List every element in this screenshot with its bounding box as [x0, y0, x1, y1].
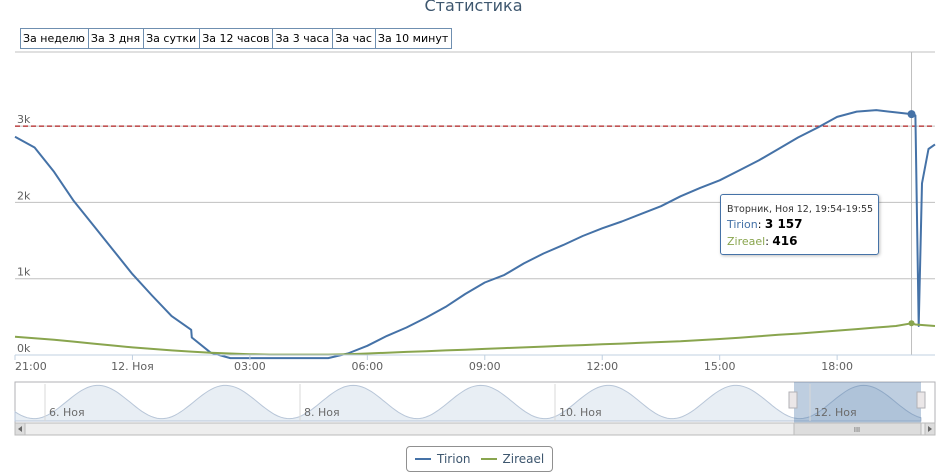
tooltip-series-name: Tirion — [727, 218, 758, 231]
series-lines — [14, 109, 936, 360]
x-tick-label: 03:00 — [234, 360, 266, 373]
hover-markers — [907, 110, 916, 327]
legend-label: Zireael — [502, 452, 545, 466]
navigator-date-label: 10. Ноя — [559, 406, 602, 419]
x-tick-label: 06:00 — [351, 360, 383, 373]
scrollbar-grip-icon: III — [854, 426, 860, 434]
tooltip-header: Вторник, Ноя 12, 19:54-19:55 — [727, 204, 874, 215]
series-line-zireael — [14, 322, 936, 356]
navigator-handle-right[interactable] — [916, 391, 926, 409]
y-axis-ticks: 0k 1k 2k 3k — [17, 113, 31, 355]
legend-label: Tirion — [437, 452, 471, 466]
y-tick-label: 3k — [17, 113, 31, 126]
y-tick-label: 1k — [17, 266, 31, 279]
navigator-selection[interactable] — [794, 382, 921, 424]
y-tick-label: 0k — [17, 342, 31, 355]
range-button-12hours[interactable]: За 12 часов — [200, 29, 274, 48]
tooltip: Вторник, Ноя 12, 19:54-19:55 Tirion: 3 1… — [720, 194, 879, 255]
chevron-right-icon — [928, 426, 932, 432]
x-tick-label: 21:00 — [15, 360, 47, 373]
x-tick-label: 09:00 — [469, 360, 501, 373]
tooltip-row-zireael: Zireael: 416 — [727, 234, 798, 248]
x-axis-ticks: 21:00 12. Ноя 03:00 06:00 09:00 12:00 15:00 18:… — [14, 354, 935, 373]
range-button-week[interactable]: За неделю — [21, 29, 89, 48]
navigator-handle-left[interactable] — [788, 391, 798, 409]
scrollbar-thumb[interactable] — [793, 422, 922, 436]
y-tick-label: 2k — [17, 189, 31, 202]
chart-title: Статистика — [424, 0, 523, 15]
chevron-left-icon — [18, 426, 22, 432]
hover-marker-zireael — [908, 320, 915, 327]
navigator-frame — [14, 381, 936, 425]
tooltip-row-tirion: Tirion: 3 157 — [727, 217, 803, 231]
navigator-series-area — [14, 384, 922, 422]
legend-swatch — [480, 458, 497, 460]
navigator-date-label: 12. Ноя — [814, 406, 857, 419]
range-button-day[interactable]: За сутки — [144, 29, 201, 48]
series-line-tirion — [14, 109, 936, 360]
x-tick-label: 12. Ноя — [111, 360, 154, 373]
legend-item-zireael[interactable]: Zireael — [480, 452, 545, 466]
legend: Tirion Zireael — [406, 446, 554, 472]
x-tick-label: 18:00 — [821, 360, 853, 373]
range-button-hour[interactable]: За час — [333, 29, 376, 48]
navigator-labels: 6. Ноя 8. Ноя 10. Ноя 12. Ноя — [44, 384, 857, 421]
tooltip-value: 416 — [772, 234, 798, 248]
navigator-date-label: 8. Ноя — [304, 406, 340, 419]
tooltip-value: 3 157 — [764, 217, 803, 231]
hover-marker-tirion — [907, 110, 916, 119]
navigator-date-label: 6. Ноя — [49, 406, 85, 419]
range-button-3days[interactable]: За 3 дня — [88, 29, 145, 48]
tooltip-series-name: Zireael — [727, 235, 766, 248]
range-button-10minutes[interactable]: За 10 минут — [375, 29, 452, 48]
navigator[interactable]: 6. Ноя 8. Ноя 10. Ноя 12. Ноя III — [14, 381, 936, 436]
range-selector: За неделю За 3 дня За сутки За 12 часов … — [20, 28, 453, 49]
x-tick-label: 12:00 — [586, 360, 618, 373]
legend-item-tirion[interactable]: Tirion — [415, 452, 471, 466]
legend-swatch — [415, 458, 431, 460]
x-tick-label: 15:00 — [704, 360, 736, 373]
range-button-3hours[interactable]: За 3 часа — [273, 29, 334, 48]
